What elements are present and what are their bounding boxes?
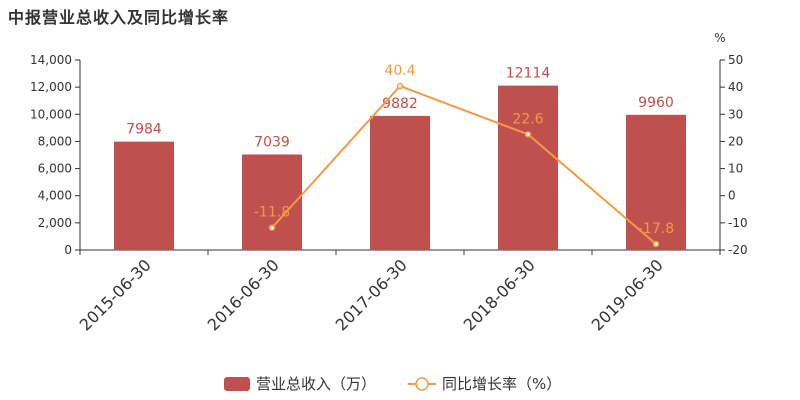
growth-point: [524, 131, 532, 138]
bar-value-label: 12114: [506, 66, 551, 82]
y-left-tick-label: 8,000: [38, 134, 72, 148]
y-right-tick-label: 10: [728, 162, 743, 176]
legend-bar-swatch: [224, 377, 250, 391]
x-tick-label: 2018-06-30: [460, 255, 539, 334]
bar: [242, 154, 302, 250]
y-left-tick-label: 2,000: [38, 216, 72, 230]
y-left-tick-label: 12,000: [30, 80, 72, 94]
y-right-tick-label: 30: [728, 107, 743, 121]
legend-line-label: 同比增长率（%）: [442, 375, 561, 393]
growth-value-label: -11.8: [254, 205, 290, 221]
growth-line: [271, 84, 657, 245]
x-tick-label: 2015-06-30: [76, 255, 155, 334]
growth-point: [652, 240, 660, 248]
y-left-tick-label: 0: [64, 243, 72, 257]
y-right-tick-label: 20: [728, 134, 743, 148]
growth-point: [268, 224, 276, 231]
y-right-tick-label: -20: [728, 243, 748, 257]
bar: [498, 85, 558, 251]
bar-value-label: 9882: [382, 96, 418, 112]
legend-bar-label: 营业总收入（万）: [256, 375, 376, 393]
y-left-tick-label: 14,000: [30, 53, 72, 67]
bar: [114, 141, 174, 250]
chart-title: 中报营业总收入及同比增长率: [8, 8, 230, 27]
legend-line-marker: [415, 377, 429, 391]
x-tick-label: 2019-06-30: [588, 255, 667, 334]
x-tick-label: 2017-06-30: [332, 255, 411, 334]
bar-value-label: 7039: [254, 134, 290, 150]
growth-point: [396, 82, 404, 90]
growth-value-label: 40.4: [384, 63, 415, 79]
bar-value-label: 9960: [638, 95, 674, 111]
x-tick-label: 2016-06-30: [204, 255, 283, 334]
growth-value-label: 22.6: [512, 111, 543, 127]
y-left-tick-label: 10,000: [30, 107, 72, 121]
bar: [370, 115, 430, 250]
y-right-unit: %: [714, 31, 725, 45]
bar-value-label: 7984: [126, 122, 162, 138]
growth-value-label: -17.8: [638, 221, 674, 237]
y-right-tick-label: 40: [728, 80, 743, 94]
y-right-tick-label: -10: [728, 216, 748, 230]
y-right-tick-label: 0: [728, 189, 736, 203]
y-left-tick-label: 4,000: [38, 189, 72, 203]
y-left-tick-label: 6,000: [38, 162, 72, 176]
y-right-tick-label: 50: [728, 53, 743, 67]
